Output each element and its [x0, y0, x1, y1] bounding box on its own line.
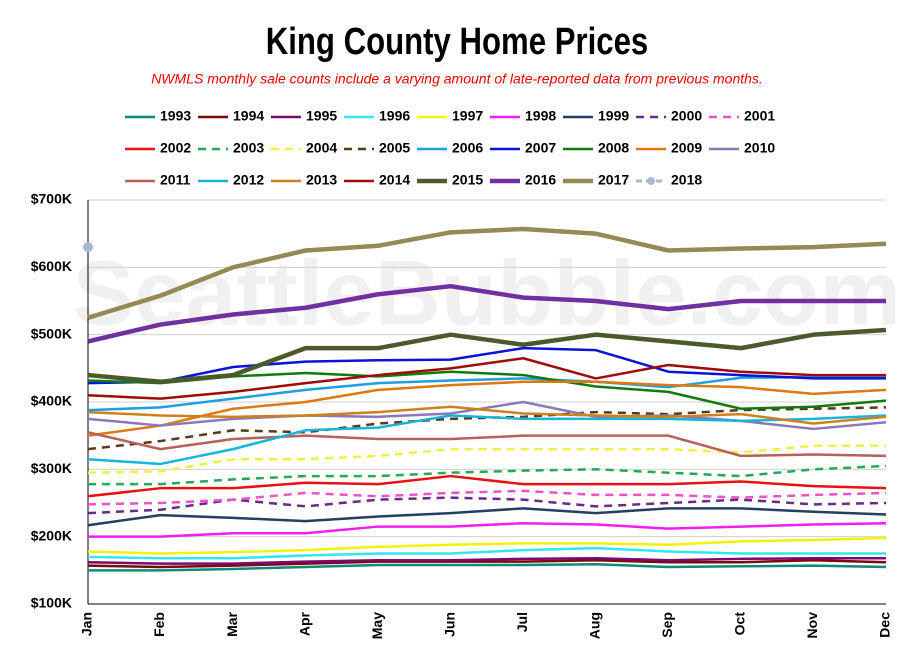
- x-tick-label: Aug: [587, 612, 603, 639]
- legend-label: 1994: [233, 108, 264, 124]
- series-line: [87, 375, 887, 412]
- legend-label: 2017: [598, 172, 629, 188]
- legend-label: 2001: [744, 108, 775, 124]
- legend-label: 2015: [452, 172, 483, 188]
- legend-label: 1997: [452, 108, 483, 124]
- series-line: [87, 414, 887, 466]
- x-tick-label: Dec: [877, 612, 893, 638]
- legend-label: 1996: [379, 108, 410, 124]
- legend-label: 2018: [671, 172, 702, 188]
- legend-label: 2013: [306, 172, 337, 188]
- y-tick-label: $400K: [31, 393, 72, 409]
- legend-label: 2003: [233, 140, 264, 156]
- legend-label: 2014: [379, 172, 410, 188]
- series-line: [87, 405, 887, 425]
- x-tick-label: Jul: [514, 612, 530, 632]
- legend-label: 2005: [379, 140, 410, 156]
- legend-label: 2007: [525, 140, 556, 156]
- legend-marker: [647, 177, 655, 185]
- legend-label: 1993: [160, 108, 191, 124]
- x-tick-label: May: [369, 612, 385, 639]
- x-tick-label: Sep: [659, 612, 675, 638]
- y-tick-label: $600K: [31, 258, 72, 274]
- legend-label: 2004: [306, 140, 337, 156]
- legend-label: 2009: [671, 140, 702, 156]
- series-line: [87, 346, 886, 385]
- series-line: [87, 489, 887, 506]
- series-line: [87, 380, 887, 437]
- x-tick-label: Oct: [732, 612, 748, 636]
- series-line: [87, 507, 887, 527]
- legend-label: 1999: [598, 108, 629, 124]
- series-line: [88, 521, 887, 538]
- series-line: [88, 464, 887, 486]
- series-line: [87, 558, 887, 569]
- x-tick-label: Apr: [296, 611, 312, 636]
- series-line: [87, 327, 887, 385]
- legend-label: 2006: [452, 140, 483, 156]
- legend-label: 2002: [160, 140, 191, 156]
- series-point: [83, 242, 93, 253]
- legend-label: 2010: [744, 140, 775, 156]
- x-tick-label: Jun: [441, 612, 457, 637]
- series-line: [87, 546, 886, 560]
- series-line: [87, 444, 886, 474]
- x-tick-label: Nov: [804, 612, 820, 639]
- y-tick-label: $700K: [31, 191, 72, 207]
- series-line: [87, 536, 887, 555]
- series-line: [88, 563, 887, 572]
- series-line: [87, 474, 887, 498]
- legend-label: 2012: [233, 172, 264, 188]
- legend-label: 1995: [306, 108, 337, 124]
- legend-label: 1998: [525, 108, 556, 124]
- y-tick-label: $500K: [31, 325, 72, 341]
- x-tick-label: Jan: [79, 612, 95, 636]
- series-line: [87, 356, 886, 400]
- series-line: [87, 400, 887, 431]
- legend-label: 2000: [671, 108, 702, 124]
- legend-label: 2011: [160, 172, 191, 188]
- series-line: [87, 431, 887, 458]
- series-line: [87, 226, 887, 320]
- legend-label: 2008: [598, 140, 629, 156]
- y-tick-label: $300K: [31, 460, 72, 476]
- x-tick-label: Mar: [224, 611, 240, 636]
- y-tick-label: $100K: [31, 595, 72, 611]
- chart-subtitle: NWMLS monthly sale counts include a vary…: [151, 71, 763, 87]
- series-line: [87, 556, 886, 565]
- y-tick-label: $200K: [31, 527, 72, 543]
- legend-label: 2016: [525, 172, 556, 188]
- series-line: [87, 283, 886, 344]
- chart-title: King County Home Prices: [266, 21, 648, 63]
- x-tick-label: Feb: [151, 612, 167, 637]
